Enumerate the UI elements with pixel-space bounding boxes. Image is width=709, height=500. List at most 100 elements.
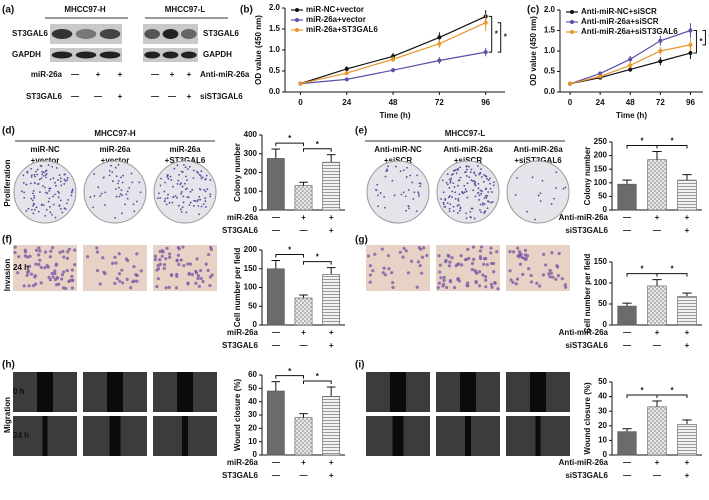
colony bbox=[159, 184, 162, 187]
cell bbox=[129, 286, 133, 290]
colony bbox=[67, 199, 70, 201]
cell bbox=[28, 254, 32, 258]
row-label: miR-26a bbox=[31, 70, 63, 79]
colony bbox=[450, 177, 453, 180]
colony bbox=[487, 179, 490, 181]
sig-bracket bbox=[702, 30, 706, 46]
colony bbox=[40, 204, 43, 207]
cell bbox=[419, 247, 423, 251]
y-tick-label: 200 bbox=[244, 168, 258, 177]
band bbox=[75, 51, 97, 59]
sig-bracket bbox=[497, 22, 502, 53]
colony bbox=[449, 203, 452, 206]
condition-sign: + bbox=[685, 471, 690, 480]
colony bbox=[102, 176, 105, 179]
colony bbox=[477, 191, 480, 194]
sign: + bbox=[187, 70, 192, 79]
point bbox=[688, 51, 693, 56]
y-tick-label: 0 bbox=[603, 450, 608, 459]
y-tick-label: 400 bbox=[244, 130, 258, 139]
colony bbox=[199, 188, 202, 191]
condition-sign: — bbox=[272, 226, 280, 235]
cell bbox=[164, 286, 168, 290]
cell bbox=[168, 252, 172, 256]
condition-label: Anti-miR-26a bbox=[559, 213, 609, 222]
colony bbox=[180, 170, 183, 173]
colony bbox=[188, 204, 191, 206]
cell bbox=[188, 262, 193, 266]
cell bbox=[47, 275, 51, 279]
cell bbox=[477, 284, 482, 288]
sig-star: * bbox=[495, 29, 499, 38]
colony bbox=[564, 186, 567, 189]
colony bbox=[178, 173, 180, 176]
condition-label: siST3GAL6 bbox=[565, 226, 608, 235]
point bbox=[598, 71, 603, 76]
cell bbox=[186, 281, 190, 285]
colony bbox=[59, 199, 62, 202]
colony bbox=[197, 198, 200, 201]
wound-gap bbox=[535, 416, 541, 456]
colony bbox=[176, 164, 179, 167]
cell bbox=[391, 285, 395, 290]
cell bbox=[517, 255, 521, 259]
cell bbox=[489, 246, 493, 250]
y-tick-label: 60 bbox=[248, 370, 257, 379]
cell bbox=[206, 268, 210, 273]
colony bbox=[33, 173, 36, 176]
colony bbox=[44, 174, 47, 177]
cell bbox=[542, 252, 546, 257]
legend-label: miR-NC+vector bbox=[306, 5, 364, 14]
condition-sign: + bbox=[329, 341, 334, 350]
colony bbox=[553, 197, 556, 200]
sig-star: * bbox=[640, 265, 644, 274]
colony bbox=[120, 189, 123, 192]
cell bbox=[190, 272, 194, 277]
colony bbox=[455, 168, 457, 171]
colony bbox=[481, 190, 483, 193]
colony bbox=[209, 179, 212, 181]
band bbox=[99, 51, 121, 59]
image-caption: miR-26a bbox=[99, 145, 131, 154]
cell bbox=[167, 285, 171, 289]
cell bbox=[436, 285, 440, 290]
condition-sign: — bbox=[623, 328, 631, 337]
cell bbox=[366, 254, 371, 258]
sig-bracket bbox=[656, 145, 688, 149]
colony bbox=[38, 178, 41, 181]
cell bbox=[418, 263, 422, 268]
y-axis-label: Colony number bbox=[233, 143, 242, 202]
cell bbox=[39, 281, 43, 285]
colony bbox=[47, 200, 50, 203]
colony bbox=[458, 193, 461, 196]
colony bbox=[22, 181, 25, 184]
cell bbox=[179, 258, 183, 262]
cell bbox=[560, 277, 564, 281]
cell bbox=[541, 273, 546, 277]
colony bbox=[469, 171, 472, 174]
y-tick-label: 10 bbox=[248, 437, 257, 446]
condition-label: Anti-miR-26a bbox=[559, 458, 609, 467]
image-caption: Anti-miR-26a bbox=[443, 145, 493, 154]
colony bbox=[172, 185, 174, 188]
band bbox=[51, 51, 73, 59]
condition-sign: + bbox=[329, 458, 334, 467]
cell bbox=[466, 247, 470, 251]
colony bbox=[186, 196, 189, 198]
cell bbox=[386, 254, 391, 258]
cell bbox=[114, 261, 118, 265]
colony bbox=[442, 203, 445, 206]
colony bbox=[466, 182, 469, 185]
colony bbox=[463, 191, 466, 194]
colony bbox=[465, 171, 467, 173]
colony bbox=[197, 205, 200, 207]
colony bbox=[465, 217, 468, 220]
colony bbox=[138, 181, 141, 184]
y-axis-label: OD value (450 nm) bbox=[529, 16, 538, 86]
colony bbox=[404, 195, 407, 198]
cell bbox=[158, 249, 162, 254]
cell bbox=[529, 280, 534, 284]
colony bbox=[71, 188, 74, 191]
cell bbox=[447, 264, 452, 268]
bar bbox=[617, 431, 637, 456]
